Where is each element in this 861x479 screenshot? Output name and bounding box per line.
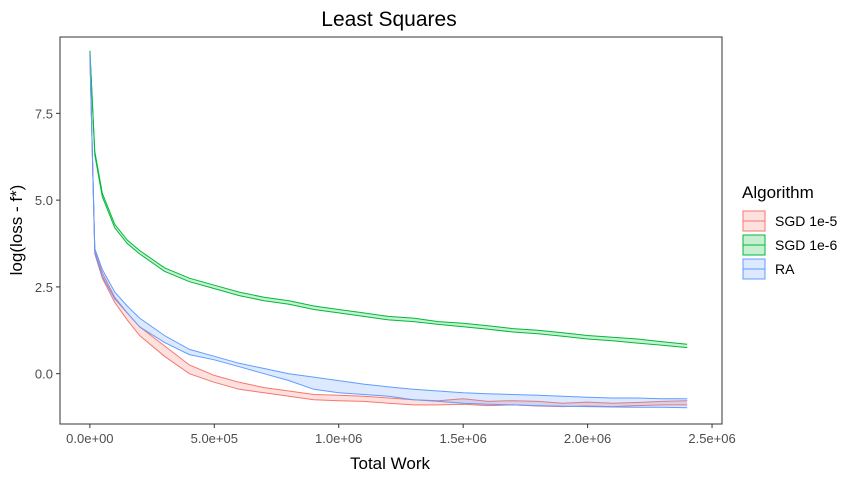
x-tick-label: 1.0e+06 <box>315 431 362 446</box>
legend-label-1: SGD 1e-6 <box>775 237 837 253</box>
series-band-1 <box>89 50 688 348</box>
y-tick-label: 2.5 <box>35 280 53 295</box>
series-lower-line-0 <box>89 54 688 408</box>
y-axis-title: log(loss - f*) <box>7 185 26 276</box>
series-band-2 <box>89 54 688 408</box>
legend-title: Algorithm <box>742 183 814 202</box>
x-tick-label: 0.0e+00 <box>66 431 113 446</box>
y-tick-label: 7.5 <box>35 106 53 121</box>
series-band-0 <box>89 54 688 407</box>
x-tick-label: 2.0e+06 <box>564 431 611 446</box>
x-tick-label: 2.5e+06 <box>688 431 735 446</box>
series-upper-line-1 <box>89 50 688 345</box>
legend-label-2: RA <box>775 261 795 277</box>
series-layer <box>89 50 688 409</box>
y-tick-label: 5.0 <box>35 193 53 208</box>
series-lower-line-2 <box>89 54 688 409</box>
chart-title: Least Squares <box>321 8 456 31</box>
x-tick-label: 1.5e+06 <box>439 431 486 446</box>
legend: Algorithm SGD 1e-5 SGD 1e-6 RA <box>742 183 837 280</box>
x-axis-title: Total Work <box>350 454 430 473</box>
x-axis: 0.0e+00 5.0e+05 1.0e+06 1.5e+06 2.0e+06 2.5e+… <box>66 424 736 446</box>
legend-label-0: SGD 1e-5 <box>775 213 837 229</box>
plot-panel-border <box>59 36 723 425</box>
x-tick-label: 5.0e+05 <box>191 431 238 446</box>
series-upper-line-2 <box>89 54 688 400</box>
series-lower-line-1 <box>89 50 688 349</box>
series-upper-line-0 <box>89 54 688 404</box>
y-tick-label: 0.0 <box>35 367 53 382</box>
y-axis: 0.0 2.5 5.0 7.5 <box>35 106 60 382</box>
